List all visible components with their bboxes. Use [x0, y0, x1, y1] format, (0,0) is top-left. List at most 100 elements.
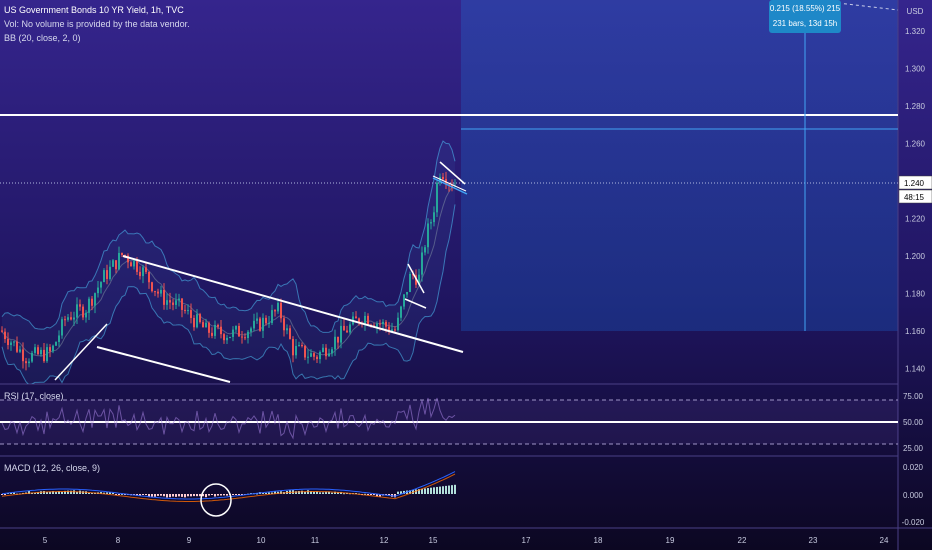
time-tick-label: 12 [380, 536, 389, 545]
macd-histogram-bar [223, 494, 225, 496]
candle-body [73, 317, 75, 320]
macd-histogram-bar [304, 491, 306, 494]
rsi-series [1, 397, 456, 440]
candle-body [355, 316, 357, 319]
macd-histogram-bar [166, 494, 168, 498]
pennant-lower-line[interactable] [432, 177, 468, 195]
candle-body [406, 291, 408, 295]
macd-histogram-bar [160, 494, 162, 496]
bar-countdown: 48:15 [904, 193, 925, 202]
candle-body [145, 267, 147, 272]
candle-body [136, 260, 138, 272]
price-tick-label: 1.220 [905, 215, 926, 224]
bollinger-label: BB (20, close, 2, 0) [4, 33, 81, 43]
candle-body [190, 310, 192, 318]
candle-body [325, 347, 327, 357]
time-tick-label: 17 [522, 536, 531, 545]
candle-body [199, 314, 201, 323]
macd-histogram-bar [1, 494, 3, 495]
lower-trendline[interactable] [96, 346, 231, 383]
candle-body [139, 271, 141, 277]
candle-body [295, 345, 297, 356]
measure-label-box[interactable]: 0.215 (18.55%) 215 231 bars, 13d 15h [769, 0, 841, 33]
macd-histogram-bar [442, 486, 444, 494]
macd-histogram-bar [241, 494, 243, 495]
flag-line-1[interactable] [407, 263, 425, 294]
rsi-tick-label: 75.00 [903, 392, 924, 401]
rsi-line [1, 397, 456, 440]
candle-body [259, 318, 261, 331]
candle-body [46, 347, 48, 362]
candlestick-series [1, 171, 456, 371]
uptrend-line[interactable] [54, 323, 108, 381]
macd-histogram-bar [235, 494, 237, 495]
candle-body [58, 335, 60, 342]
time-tick-label: 23 [809, 536, 818, 545]
candle-body [433, 212, 435, 223]
macd-histogram-bar [274, 491, 276, 494]
macd-line [1, 471, 456, 500]
candle-body [70, 317, 72, 320]
macd-histogram-bar [139, 494, 141, 496]
macd-histogram-bar [61, 491, 63, 494]
candle-body [322, 347, 324, 352]
upper-trendline[interactable] [122, 255, 464, 353]
measure-duration: 231 bars, 13d 15h [773, 19, 838, 28]
price-tick-label: 1.300 [905, 65, 926, 74]
macd-histogram-bar [205, 494, 207, 498]
macd-histogram-bar [208, 494, 210, 496]
candle-body [340, 325, 342, 343]
time-axis[interactable]: 5 8 9 10 11 12 15 17 18 19 22 23 24 [43, 536, 889, 545]
candle-body [148, 271, 150, 283]
macd-histogram-bar [436, 486, 438, 494]
candle-body [247, 331, 249, 338]
candle-body [238, 325, 240, 337]
pennant-lower-line-2[interactable] [432, 175, 467, 192]
macd-histogram-bar [277, 491, 279, 494]
candle-body [172, 302, 174, 305]
candle-body [121, 252, 123, 255]
macd-histogram-bar [370, 494, 372, 495]
candle-body [364, 315, 366, 324]
macd-histogram-bar [421, 488, 423, 494]
macd-histogram-bar [181, 494, 183, 497]
candle-body [187, 310, 189, 312]
rsi-tick-label: 25.00 [903, 444, 924, 453]
candle-body [7, 339, 9, 345]
macd-histogram-bar [418, 489, 420, 494]
macd-histogram-bar [124, 494, 126, 495]
flag-line-2[interactable] [404, 298, 427, 309]
candle-body [319, 351, 321, 360]
macd-histogram-bar [184, 494, 186, 498]
candle-body [118, 252, 120, 270]
macd-histogram-bar [238, 494, 240, 495]
price-tick-label: 1.280 [905, 102, 926, 111]
candle-body [76, 304, 78, 318]
macd-histogram-bar [328, 491, 330, 494]
macd-histogram-bar [388, 494, 390, 496]
candle-body [409, 273, 411, 292]
candle-body [286, 328, 288, 331]
price-tick-label: 1.200 [905, 252, 926, 261]
price-tick-label: 1.140 [905, 365, 926, 374]
candle-body [223, 334, 225, 341]
candle-body [97, 287, 99, 294]
macd-label: MACD (12, 26, close, 9) [4, 463, 100, 473]
candle-body [79, 304, 81, 307]
macd-histogram-bar [433, 487, 435, 494]
time-tick-label: 9 [187, 536, 192, 545]
pennant-upper-line[interactable] [439, 161, 466, 185]
candle-body [376, 323, 378, 328]
macd-histogram-bar [427, 488, 429, 494]
macd-circle-annotation[interactable] [200, 483, 232, 517]
macd-histogram-bar [70, 490, 72, 494]
candle-body [151, 282, 153, 292]
candle-body [442, 176, 444, 180]
candle-body [208, 322, 210, 333]
candle-body [418, 274, 420, 285]
time-tick-label: 8 [116, 536, 121, 545]
macd-histogram-bar [151, 494, 153, 497]
candle-body [133, 260, 135, 267]
candle-body [1, 330, 3, 332]
